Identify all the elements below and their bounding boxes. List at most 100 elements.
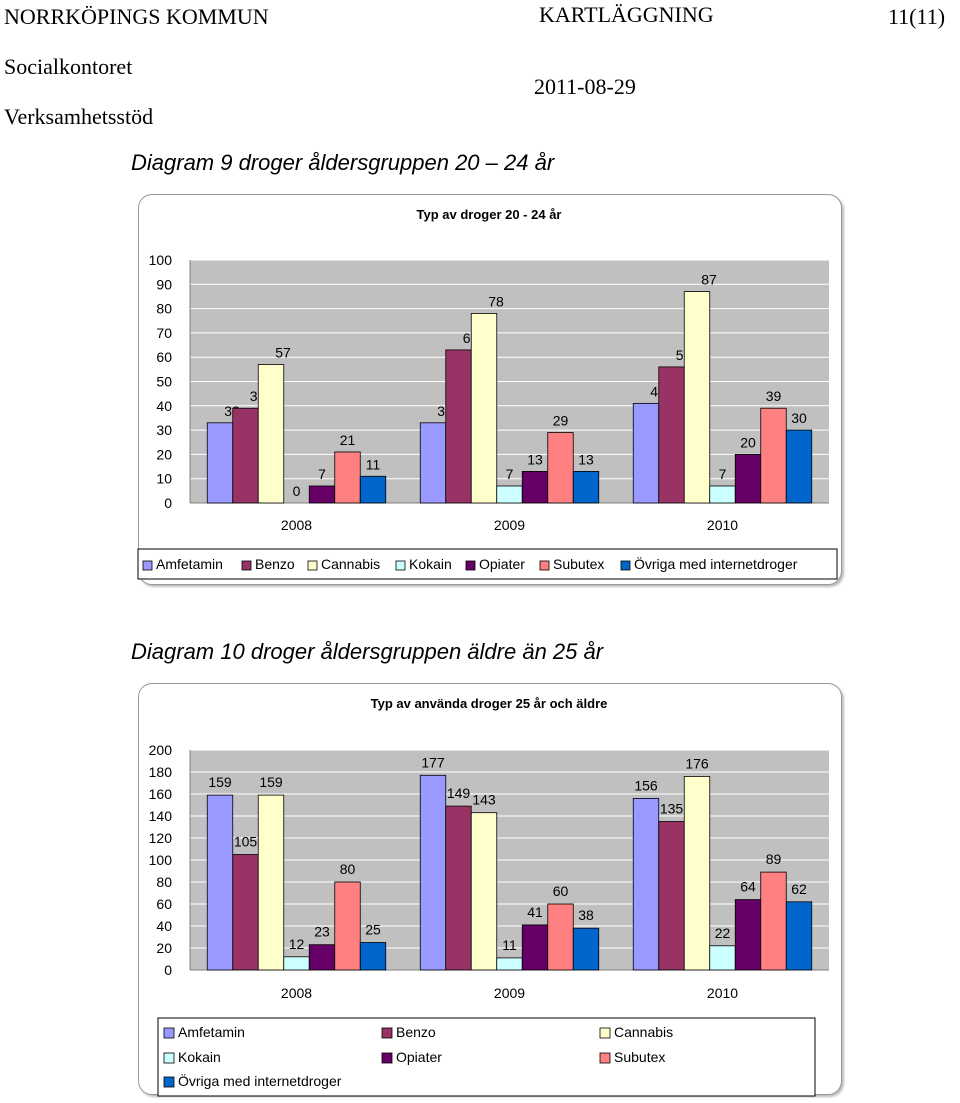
chart2-data-label: 159 (208, 774, 232, 790)
chart1-legend-label-kokain: Kokain (409, 556, 452, 572)
chart1-bar-cannabis-2010 (683, 291, 711, 504)
chart2-data-label: 25 (365, 922, 381, 938)
chart2-data-label: 176 (685, 755, 709, 771)
chart2-data-label: 60 (553, 883, 569, 899)
chart2-legend-box (157, 1017, 816, 1097)
chart2-category-label: 2010 (707, 985, 738, 1001)
chart1-bar-amfetamin-2008 (206, 422, 234, 504)
chart2-legend-swatch-kokain (163, 1052, 175, 1064)
chart2-bar-ovriga-med-internetdroger-2010 (785, 901, 813, 971)
chart1-ytick-label: 90 (156, 276, 172, 292)
chart2-data-label: 11 (502, 937, 517, 953)
chart2-ytick-label: 140 (149, 808, 173, 824)
chart2-bar-kokain-2010 (709, 945, 736, 971)
chart2-legend-label-opiater: Opiater (396, 1049, 442, 1065)
chart1-bar-subutex-2008 (334, 451, 361, 504)
chart2-legend-label-amfetamin: Amfetamin (178, 1024, 245, 1040)
chart2-bar-ovriga-med-internetdroger-2009 (572, 927, 600, 971)
chart2-ytick-label: 0 (164, 962, 172, 978)
chart2-bar-subutex-2009 (547, 903, 574, 971)
chart2-data-label: 159 (259, 774, 283, 790)
chart1-legend-box (137, 548, 838, 580)
chart1-bar-amfetamin-2009 (419, 422, 447, 504)
chart2-legend-label-kokain: Kokain (178, 1049, 221, 1065)
page-number: 11(11) (888, 4, 946, 29)
chart1-data-label: 78 (488, 293, 504, 309)
chart1-title: Typ av droger 20 - 24 år (417, 207, 562, 222)
chart1-category-label: 2009 (494, 517, 525, 533)
chart2-data-label: 105 (234, 834, 258, 850)
chart1-data-label: 7 (506, 466, 514, 482)
chart2-ytick-label: 20 (156, 940, 172, 956)
chart2-ytick-label: 120 (149, 830, 173, 846)
chart2-bar-subutex-2010 (760, 871, 787, 971)
chart2-legend-label-subutex: Subutex (614, 1049, 665, 1065)
chart2-bar-opiater-2009 (521, 924, 549, 971)
chart1-ytick-label: 50 (156, 374, 172, 390)
chart1-legend-label-subutex: Subutex (553, 556, 604, 572)
document-date: 2011-08-29 (534, 74, 636, 99)
org-name: NORRKÖPINGS KOMMUN (4, 4, 269, 29)
chart1-legend-swatch-amfetamin (142, 560, 153, 571)
chart2-category-label: 2009 (494, 985, 525, 1001)
chart1-data-label: 20 (740, 434, 756, 450)
chart2-bar-cannabis-2010 (683, 776, 711, 971)
chart2-bar-benzo-2010 (658, 821, 685, 971)
chart1-ytick-label: 70 (156, 325, 172, 341)
chart1-legend-swatch-kokain (395, 560, 406, 571)
chart1-ytick-label: 10 (156, 471, 172, 487)
chart2-legend-swatch-benzo (381, 1027, 393, 1039)
chart1-data-label: 21 (340, 432, 356, 448)
chart1-bar-subutex-2010 (760, 407, 787, 504)
chart2-data-label: 149 (447, 785, 471, 801)
chart1-legend-label-cannabis: Cannabis (321, 556, 380, 572)
chart1-bar-ovriga-med-internetdroger-2008 (359, 475, 387, 504)
chart2-data-label: 38 (578, 907, 594, 923)
chart2-bar-kokain-2009 (496, 957, 523, 971)
chart1-ytick-label: 40 (156, 398, 172, 414)
chart2-ytick-label: 100 (149, 852, 173, 868)
chart2-data-label: 22 (715, 925, 731, 941)
chart2-data-label: 62 (791, 881, 807, 897)
chart2-legend-label-cannabis: Cannabis (614, 1024, 673, 1040)
chart1-ytick-label: 0 (164, 495, 172, 511)
chart1-legend-swatch-benzo (241, 560, 252, 571)
chart2-data-label: 80 (340, 861, 356, 877)
chart2-bar-amfetamin-2010 (632, 798, 660, 971)
chart1-legend-swatch-subutex (539, 560, 550, 571)
chart1-data-label: 29 (553, 413, 569, 429)
chart1-bar-benzo-2008 (232, 407, 259, 504)
chart1-legend-swatch-opiater (465, 560, 476, 571)
chart2-data-label: 64 (740, 879, 756, 895)
chart1-data-label: 13 (578, 451, 594, 467)
chart2-ytick-label: 80 (156, 874, 172, 890)
chart2-data-label: 143 (472, 792, 496, 808)
chart2-ytick-label: 60 (156, 896, 172, 912)
chart2-legend-swatch-ovriga-med-internetdroger (163, 1076, 175, 1088)
diagram9-caption: Diagram 9 droger åldersgruppen 20 – 24 å… (131, 150, 555, 175)
chart2-ytick-label: 40 (156, 918, 172, 934)
chart2-bar-benzo-2008 (232, 854, 259, 971)
chart1-bar-opiater-2009 (521, 471, 549, 504)
chart2-bar-cannabis-2008 (257, 794, 285, 971)
doc-type: KARTLÄGGNING (539, 2, 714, 27)
chart2-bar-subutex-2008 (334, 881, 361, 971)
chart1-bar-cannabis-2009 (470, 313, 498, 504)
chart2-data-label: 41 (527, 904, 543, 920)
chart2-data-label: 156 (634, 777, 658, 793)
chart1-ytick-label: 80 (156, 301, 172, 317)
chart2-bar-kokain-2008 (283, 956, 310, 971)
chart1-data-label: 87 (701, 272, 717, 288)
chart1-legend-label-benzo: Benzo (255, 556, 295, 572)
chart1-data-label: 13 (527, 451, 543, 467)
chart2-bar-amfetamin-2008 (206, 794, 234, 971)
chart1-bar-cannabis-2008 (257, 364, 285, 504)
chart1-data-label: 30 (791, 410, 807, 426)
chart2-bar-cannabis-2009 (470, 812, 498, 971)
chart1-data-label: 7 (719, 466, 727, 482)
diagram10-caption: Diagram 10 droger åldersgruppen äldre än… (131, 639, 604, 664)
chart1-data-label: 11 (366, 456, 381, 472)
chart2-legend-swatch-amfetamin (163, 1027, 175, 1039)
